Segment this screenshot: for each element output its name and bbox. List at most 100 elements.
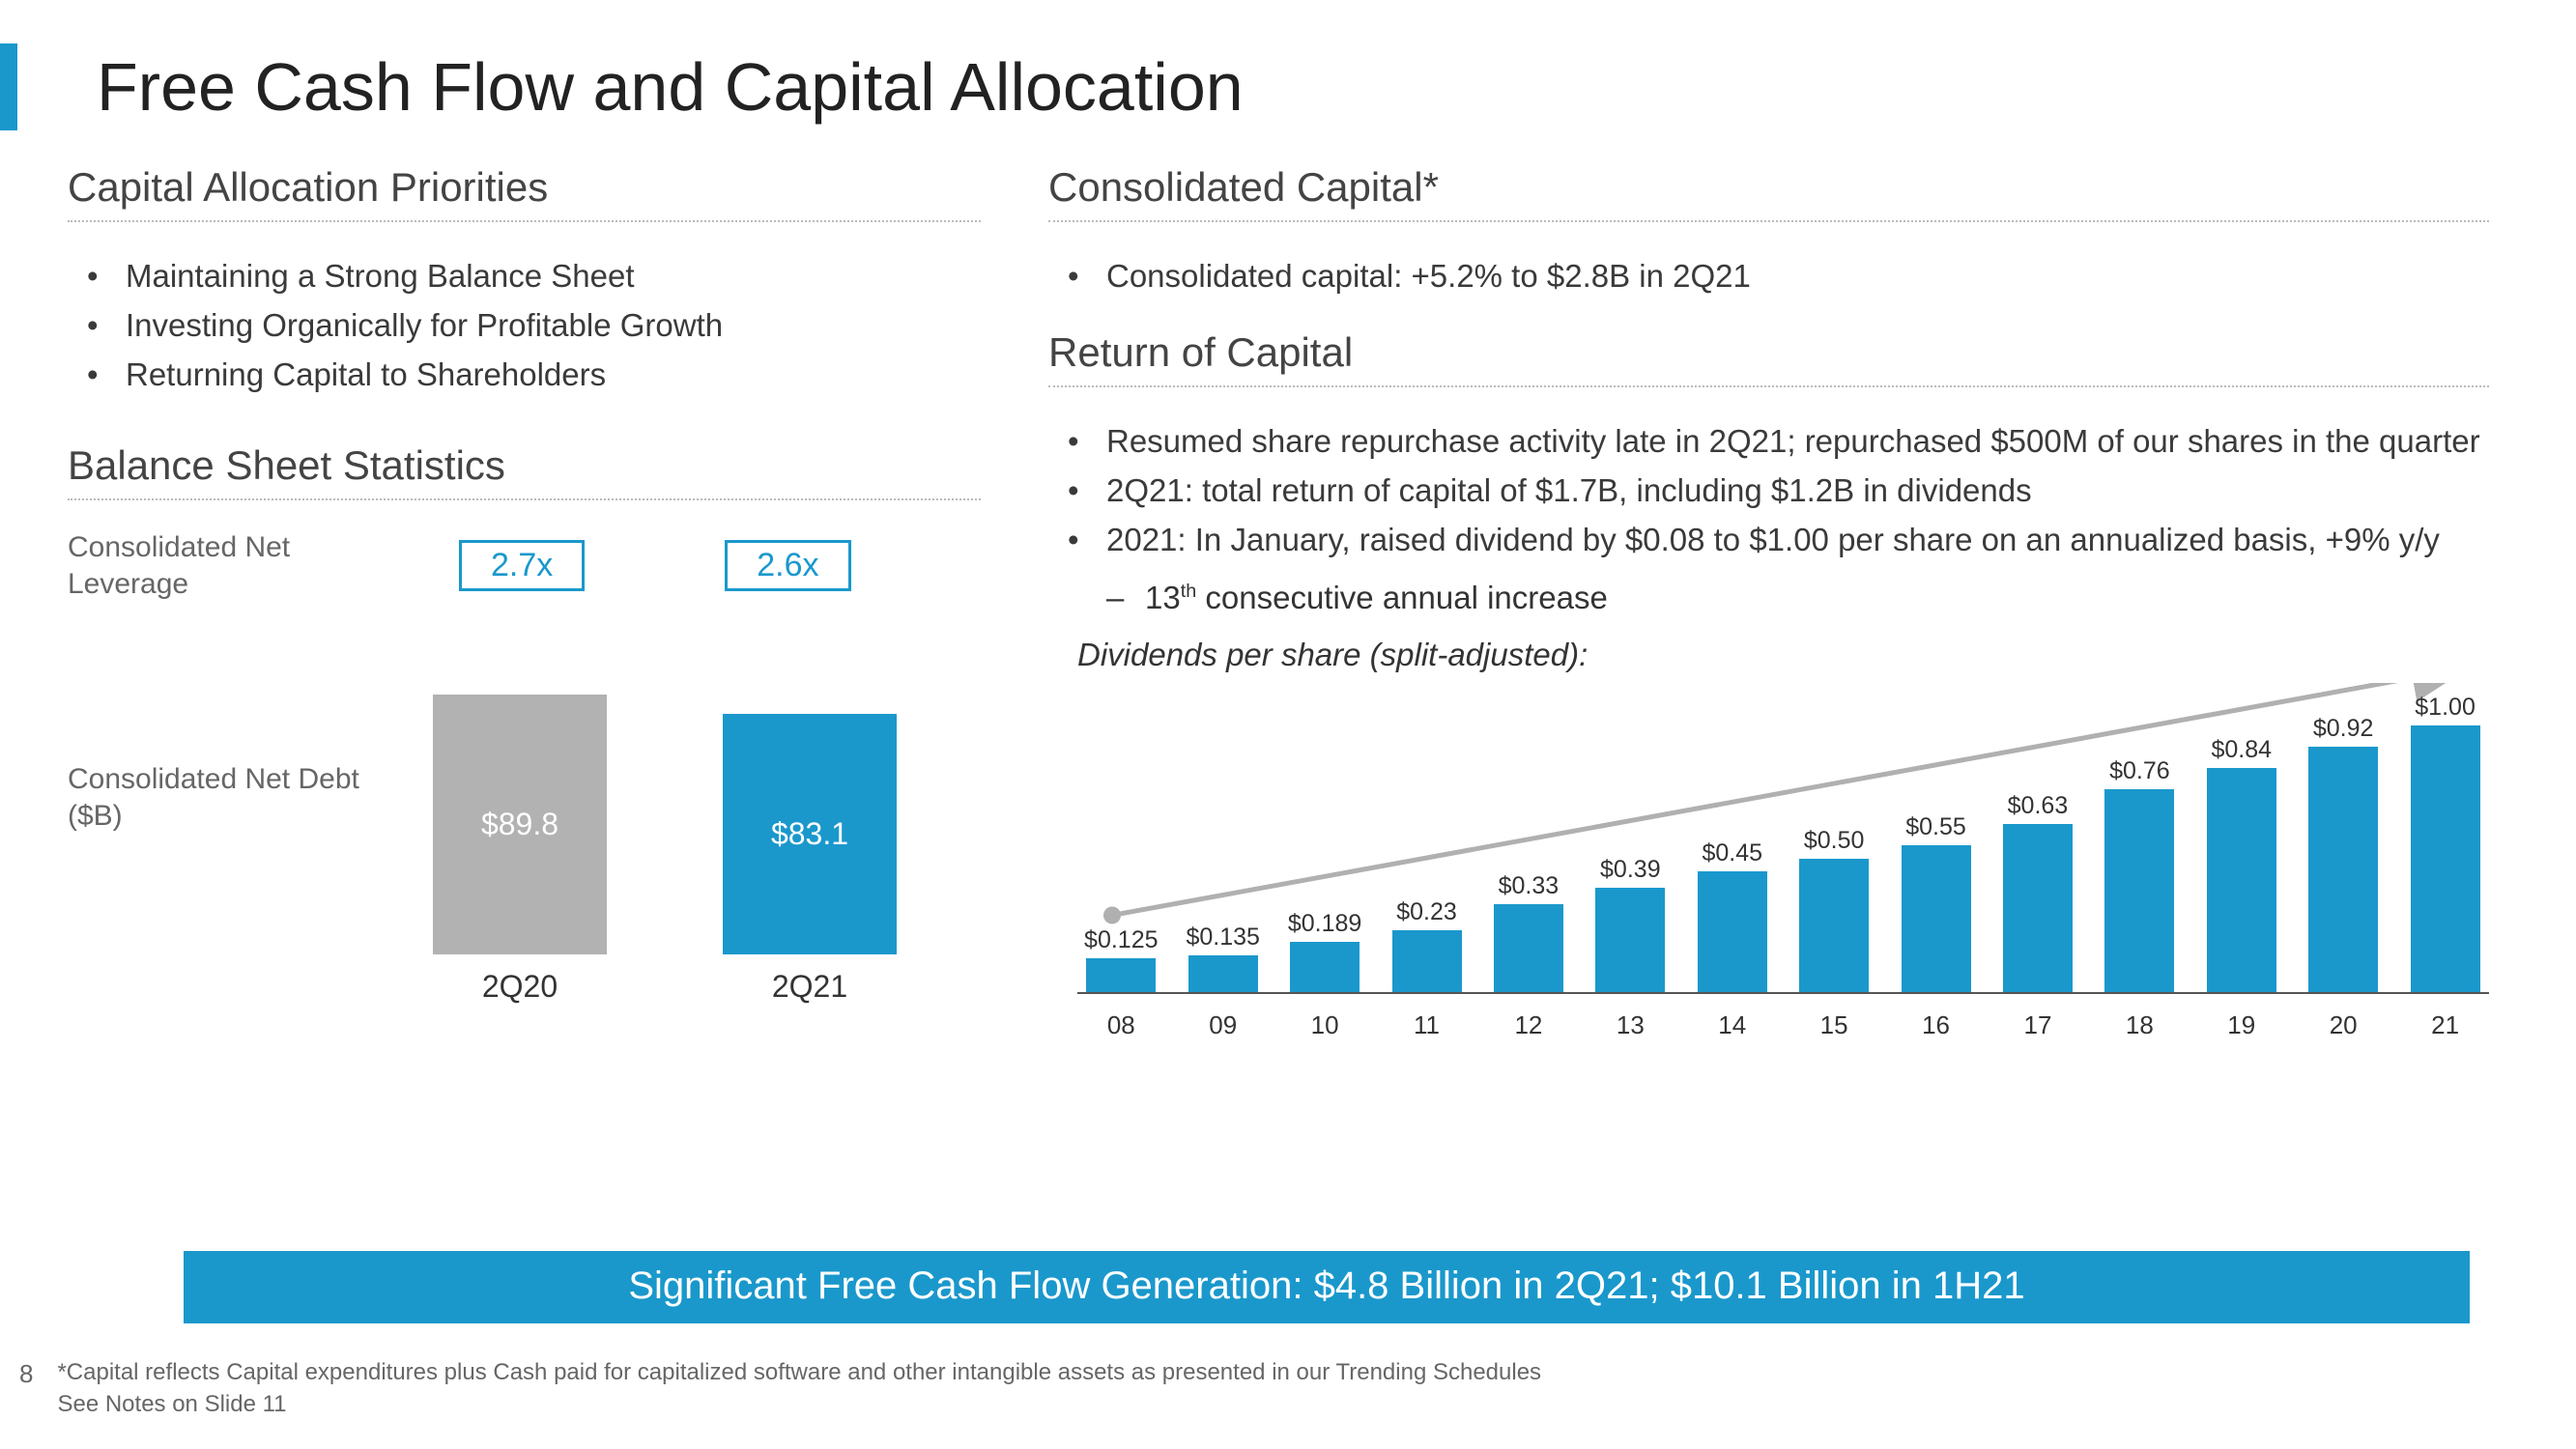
axis-label: 2Q20 [433, 969, 607, 1005]
dividend-bar-wrap: $0.50 [1790, 827, 1878, 992]
axis-label: 12 [1485, 1010, 1573, 1040]
leverage-label: Consolidated Net Leverage [68, 529, 386, 602]
footnote-line: *Capital reflects Capital expenditures p… [57, 1357, 1541, 1388]
roc-list: Resumed share repurchase activity late i… [1068, 416, 2489, 564]
dividend-value-label: $0.45 [1702, 839, 1762, 867]
dividend-bar [1086, 958, 1156, 992]
list-item: 2021: In January, raised dividend by $0.… [1068, 515, 2489, 564]
dividend-bar [1799, 859, 1869, 992]
dividend-value-label: $0.76 [2109, 757, 2170, 785]
roc-sublist: 13th consecutive annual increase [1106, 573, 2489, 622]
dividend-bar [2308, 747, 2378, 992]
dividend-bar [2207, 768, 2276, 992]
dividend-bar [1188, 955, 1258, 991]
dividend-bar-wrap: $1.00 [2401, 694, 2489, 992]
dividend-bar-wrap: $0.55 [1892, 813, 1980, 992]
leverage-values: 2.7x 2.6x [459, 540, 851, 591]
text: consecutive annual increase [1196, 580, 1608, 615]
dividend-value-label: $0.55 [1905, 813, 1966, 841]
list-item: 2Q21: total return of capital of $1.7B, … [1068, 466, 2489, 515]
axis-label: 15 [1790, 1010, 1878, 1040]
list-item: Maintaining a Strong Balance Sheet [87, 251, 981, 300]
footnote-wrap: 8 *Capital reflects Capital expenditures… [19, 1357, 1541, 1420]
debt-axis: 2Q20 2Q21 [433, 969, 981, 1005]
dividend-value-label: $0.189 [1288, 910, 1361, 938]
dividend-value-label: $0.125 [1084, 926, 1158, 954]
dividend-value-label: $0.63 [2008, 792, 2069, 820]
axis-label: 10 [1281, 1010, 1369, 1040]
list-item: Consolidated capital: +5.2% to $2.8B in … [1068, 251, 2489, 300]
axis-label: 09 [1179, 1010, 1267, 1040]
debt-bar: $83.1 [723, 714, 897, 954]
dividends-axis: 08 09 10 11 12 13 14 15 16 17 18 19 20 21 [1077, 1010, 2489, 1040]
dividend-bar [1595, 888, 1665, 992]
axis-label: 17 [1994, 1010, 2082, 1040]
slide: Free Cash Flow and Capital Allocation Ca… [0, 0, 2576, 1449]
accent-bar [0, 43, 17, 130]
dividend-value-label: $1.00 [2415, 694, 2476, 722]
banner: Significant Free Cash Flow Generation: $… [184, 1251, 2470, 1323]
dividend-bar-wrap: $0.39 [1587, 856, 1674, 992]
axis-label: 11 [1383, 1010, 1471, 1040]
dividend-bar-wrap: $0.135 [1179, 923, 1267, 991]
dividend-bar [1494, 904, 1563, 992]
superscript: th [1181, 581, 1197, 602]
footnote-line: See Notes on Slide 11 [57, 1389, 1541, 1420]
leverage-box: 2.6x [725, 540, 850, 591]
dividends-chart: $0.125 $0.135 $0.189 $0.23 $0.33 $0.39 $0.45 $0… [1077, 683, 2489, 1040]
dividend-bar-wrap: $0.189 [1281, 910, 1369, 992]
dividends-title: Dividends per share (split-adjusted): [1077, 637, 2489, 673]
dividend-bar [1392, 930, 1462, 992]
dividends-bars: $0.125 $0.135 $0.189 $0.23 $0.33 $0.39 $0.45 $0… [1077, 695, 2489, 994]
left-column: Capital Allocation Priorities Maintainin… [68, 164, 981, 1040]
dividend-value-label: $0.84 [2211, 736, 2272, 764]
leverage-row: Consolidated Net Leverage 2.7x 2.6x [68, 529, 981, 602]
list-item: Resumed share repurchase activity late i… [1068, 416, 2489, 466]
page-title: Free Cash Flow and Capital Allocation [97, 48, 2489, 126]
priorities-list: Maintaining a Strong Balance Sheet Inves… [87, 251, 981, 399]
columns: Capital Allocation Priorities Maintainin… [68, 164, 2489, 1040]
section-title-balance: Balance Sheet Statistics [68, 442, 981, 500]
section-title-priorities: Capital Allocation Priorities [68, 164, 981, 222]
cc-list: Consolidated capital: +5.2% to $2.8B in … [1068, 251, 2489, 300]
text: 13 [1145, 580, 1181, 615]
dividend-bar-wrap: $0.23 [1383, 898, 1471, 992]
dividend-value-label: $0.33 [1499, 872, 1560, 900]
dividend-bar [2003, 824, 2073, 992]
axis-label: 20 [2300, 1010, 2388, 1040]
footnote: *Capital reflects Capital expenditures p… [57, 1357, 1541, 1420]
section-title-roc: Return of Capital [1048, 329, 2489, 387]
dividend-value-label: $0.23 [1396, 898, 1457, 926]
list-item: Investing Organically for Profitable Gro… [87, 300, 981, 350]
dividend-bar-wrap: $0.76 [2096, 757, 2184, 992]
page-number: 8 [19, 1359, 33, 1389]
debt-bar-wrap: $83.1 [723, 714, 897, 954]
debt-chart: $89.8 $83.1 [433, 645, 897, 954]
dividend-bar-wrap: $0.92 [2300, 715, 2388, 992]
dividend-value-label: $0.50 [1804, 827, 1865, 855]
debt-bar-wrap: $89.8 [433, 695, 607, 954]
debt-row: Consolidated Net Debt ($B) $89.8 $83.1 [68, 645, 981, 954]
leverage-box: 2.7x [459, 540, 585, 591]
dividend-bar [2411, 725, 2480, 992]
axis-label: 21 [2401, 1010, 2489, 1040]
axis-label: 14 [1688, 1010, 1776, 1040]
section-title-cc: Consolidated Capital* [1048, 164, 2489, 222]
dividend-bar [1698, 871, 1767, 991]
dividend-bar-wrap: $0.33 [1485, 872, 1573, 992]
dividend-bar [1902, 845, 1971, 992]
axis-label: 13 [1587, 1010, 1674, 1040]
axis-label: 2Q21 [723, 969, 897, 1005]
axis-label: 19 [2197, 1010, 2285, 1040]
axis-label: 16 [1892, 1010, 1980, 1040]
axis-label: 18 [2096, 1010, 2184, 1040]
debt-label: Consolidated Net Debt ($B) [68, 761, 386, 834]
dividend-bar-wrap: $0.45 [1688, 839, 1776, 991]
list-item: Returning Capital to Shareholders [87, 350, 981, 399]
dividend-value-label: $0.39 [1600, 856, 1661, 884]
dividend-value-label: $0.135 [1186, 923, 1259, 952]
axis-label: 08 [1077, 1010, 1165, 1040]
dividend-bar-wrap: $0.63 [1994, 792, 2082, 992]
list-item: 13th consecutive annual increase [1106, 573, 2489, 622]
dividend-value-label: $0.92 [2313, 715, 2374, 743]
